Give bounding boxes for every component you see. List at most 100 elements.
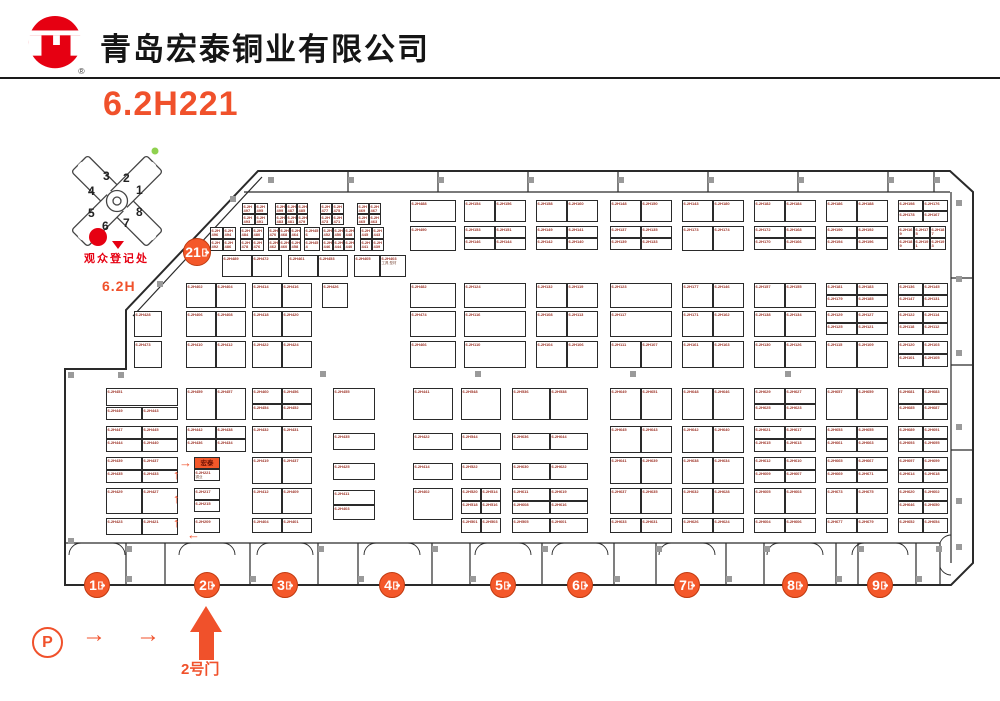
booth-block: 6.2H132 6.2H119 (536, 283, 598, 308)
booth-cell: 6.2H444 (106, 439, 142, 452)
booth-cell: 6.2H470 (268, 227, 279, 239)
booth-cell: 6.2H109 (857, 341, 888, 368)
booth-cell: 6.2H663 (857, 439, 888, 452)
booth-cell: 6.2H620 (898, 488, 923, 501)
booth-cell: 6.2H142 (536, 238, 567, 250)
booth-cell: 6.2H186 (826, 200, 857, 222)
booth-cell: 6.2H171 (682, 311, 713, 337)
booth-cell: 6.2H648 (682, 388, 713, 420)
booth-cell: 6.2H170 (754, 238, 785, 250)
booth-cell: 6.2H468 (279, 227, 290, 239)
booth-block: 6.2H673 6.2H675 (826, 488, 888, 514)
booth-cell: 6.2H489 (222, 255, 252, 277)
booth-cell: 6.2H406 (186, 311, 216, 337)
booth-cell: 6.2H601 (550, 518, 588, 533)
booth-cell: 6.2H151 (495, 226, 526, 238)
registered-mark: ® (78, 66, 85, 76)
booth-cell: 6.2H178 (898, 211, 923, 222)
gate2-label: 2号门 (181, 661, 220, 678)
booth-cell: 6.2H401 (282, 518, 312, 533)
booth-cell: 6.2H440 (142, 439, 178, 452)
pillar (934, 177, 940, 183)
booth-cell: 6.2H610 (785, 457, 816, 470)
booth-cell: 6.2H548 (461, 388, 501, 420)
booth-cell: 6.2H146 (464, 238, 495, 250)
booth-cell: 6.2H221 铜业 (194, 469, 220, 481)
booth-block: 6.2H172 6.2H168 6.2H170 6.2H166 (754, 226, 816, 250)
booth-cell: 6.2H634 (713, 457, 744, 484)
booth-block: 6.2H697 6.2H699 6.2H614 6.2H618 (898, 457, 948, 483)
booth-cell: 6.2H194 (826, 238, 857, 250)
booth-cell: 6.2H488 (410, 200, 456, 222)
booth-cell: 6.2H619 (550, 488, 588, 501)
booth-cell: 6.2H414 (413, 463, 453, 480)
booth-cell: 6.2H147 (898, 295, 923, 307)
booth-cell: 6.2H638 (682, 457, 713, 484)
booth-cell: 6.2H428 (134, 311, 162, 337)
booth-cell: 6.2H439 (106, 457, 142, 470)
booth-cell: 6.2H514 (481, 488, 501, 501)
booth-cell: 6.2H182 (754, 200, 785, 222)
company-name: 青岛宏泰铜业有限公司 (100, 32, 430, 67)
booth-block: 6.2H488 (410, 200, 456, 222)
booth-cell: 6.2H446 (322, 239, 333, 251)
gate-marker-9: 9 (867, 572, 893, 598)
booth-block: 6.2H110 (464, 341, 526, 368)
booth-block: 6.2H645 6.2H643 (610, 426, 672, 453)
booth-block: 6.2H544 (461, 433, 501, 450)
booth-cell: 6.2H156 (495, 200, 526, 222)
booth-cell: 6.2H440 (344, 239, 355, 251)
booth-cell: 6.2H412 (216, 341, 246, 368)
booth-cell: 6.2H129 (826, 311, 857, 323)
booth-cell: 6.2H144 (495, 238, 526, 250)
booth-cell: 6.2H471 (332, 214, 344, 225)
pillar (348, 177, 354, 183)
booth-cell: 6.2H106 (567, 341, 598, 368)
booth-cell: 6.2H188 (857, 200, 888, 222)
parking-icon: P (32, 627, 63, 658)
booth-cell: 6.2H209 (194, 518, 220, 533)
booth-cell: 6.2H123 (610, 283, 672, 308)
booth-cell: 6.2H449 (106, 407, 142, 420)
booth-block: 6.2H681 6.2H683 6.2H685 6.2H687 (898, 388, 948, 420)
booth-block: 6.2H158 6.2H160 (536, 200, 598, 222)
booth-cell: 6.2H114 (923, 311, 948, 323)
booth-cell: 6.2H157 (754, 283, 785, 308)
booth-block: 6.2H186 6.2H188 (826, 200, 888, 222)
booth-cell: 6.2H110 (464, 341, 526, 368)
booth-cell: 6.2H448 (344, 227, 355, 239)
booth-cell: 6.2H699 (923, 457, 948, 470)
pillar (230, 196, 236, 202)
entrance-arrow-icon (190, 606, 222, 660)
booth-block: 6.2H636 6.2H644 (512, 433, 588, 450)
booth-cell: 6.2H150 (641, 200, 672, 222)
booth-cell: 6.2H431 (282, 426, 312, 453)
registration-arrow-icon (112, 241, 124, 249)
door-icon (688, 580, 695, 590)
door-icon (201, 247, 209, 257)
booth-cell: 6.2H404 (216, 283, 246, 308)
booth-cell: 6.2H631 (641, 518, 672, 533)
booth-cell: 6.2H493 (242, 214, 255, 225)
pillar (438, 177, 444, 183)
booth-cell: 6.2H403 (333, 505, 375, 520)
booth-cell: 6.2H175 (914, 226, 930, 238)
booth-cell: 6.2H127 (857, 311, 888, 323)
booth-cell: 6.2H516 (481, 501, 501, 514)
pillar (630, 371, 636, 377)
booth-cell: 6.2H441 (360, 239, 372, 251)
booth-cell: 6.2H636 (512, 433, 550, 450)
booth-cell: 6.2H679 (857, 518, 888, 533)
booth-block: 6.2H124 (464, 283, 526, 308)
booth-cell: 6.2H645 (610, 426, 641, 453)
booth-block: 6.2H456 6.2H454 (304, 227, 320, 251)
compass-number: 5 (88, 206, 95, 220)
booth-cell: 6.2H611 (512, 488, 550, 501)
booth-block: 6.2H497 6.2H495 6.2H493 6.2H491 (242, 203, 268, 225)
pillar (956, 350, 962, 356)
pillar (68, 372, 74, 378)
booth-cell: 6.2H124 (464, 283, 526, 308)
booth-block: 6.2H154 6.2H156 (464, 200, 526, 222)
booth-block: 6.2H677 6.2H679 (826, 518, 888, 533)
booth-cell: 6.2H419 (252, 457, 282, 484)
